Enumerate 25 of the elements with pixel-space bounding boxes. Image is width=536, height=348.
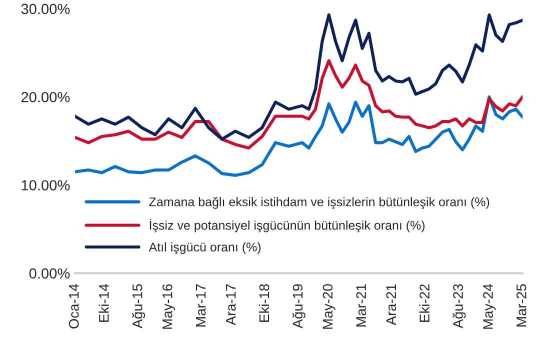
x-tick-label: Ağu-23 bbox=[452, 284, 466, 328]
y-tick-label: 10.00% bbox=[22, 180, 70, 190]
legend-label: İşsiz ve potansiyel işgücünün bütünleşik oranı (%) bbox=[150, 218, 425, 232]
x-tick-label: Oca-14 bbox=[68, 284, 79, 328]
x-tick-label: Mar-21 bbox=[356, 284, 366, 326]
y-tick-label: 0.00% bbox=[29, 268, 70, 279]
x-tick-label: Ara-21 bbox=[386, 284, 396, 326]
x-tick-label: Eki-18 bbox=[258, 284, 270, 322]
legend-label: Atıl işgücü oranı (%) bbox=[148, 242, 261, 254]
x-tick-label: Ara-17 bbox=[226, 284, 236, 326]
line-series bbox=[75, 59, 523, 150]
x-tick-label: May-24 bbox=[483, 284, 496, 329]
y-tick-label: 30.00% bbox=[21, 4, 70, 14]
y-tick-label: 20.00% bbox=[21, 92, 70, 102]
x-tick-label: Mar-25 bbox=[516, 284, 526, 326]
line-series bbox=[75, 95, 523, 177]
legend-label: Zamana bağlı eksik istihdam ve işsizlerin bütünleşik oranı (%) bbox=[149, 196, 490, 209]
x-tick-label: Eki-14 bbox=[98, 284, 109, 322]
x-tick-label: Eki-22 bbox=[419, 284, 430, 322]
x-tick-label: Ağu-15 bbox=[132, 284, 146, 328]
x-tick-label: Ağu-19 bbox=[292, 284, 306, 328]
x-tick-label: Mar-17 bbox=[196, 284, 206, 326]
x-tick-label: May-16 bbox=[162, 284, 176, 329]
x-tick-label: May-20 bbox=[322, 284, 336, 329]
line-series bbox=[75, 13, 523, 141]
